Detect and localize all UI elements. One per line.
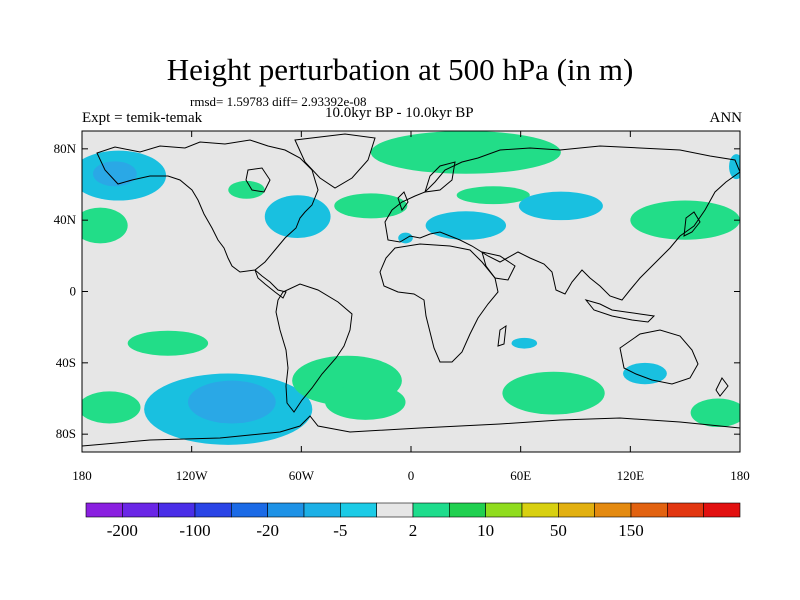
contour-region xyxy=(264,195,331,239)
y-tick-label: 0 xyxy=(70,284,77,299)
colorbar-swatch xyxy=(485,502,523,518)
y-tick-label: 40S xyxy=(56,355,76,370)
contour-region xyxy=(630,200,740,240)
contour-region xyxy=(127,330,209,356)
coastline-antarctica xyxy=(82,415,740,447)
coastline-arabia xyxy=(481,251,516,281)
colorbar-label: 150 xyxy=(618,521,644,540)
colorbar-label: 2 xyxy=(409,521,418,540)
contour-region xyxy=(334,193,408,219)
contour-region xyxy=(228,180,265,199)
contour-region xyxy=(188,380,276,424)
x-tick-label: 120W xyxy=(176,468,209,483)
contour-region xyxy=(82,207,128,244)
colorbar: -200 -100 -20 -5 2 10 50 150 xyxy=(85,502,741,540)
contour-region xyxy=(92,161,137,187)
coastline-britain xyxy=(397,191,409,212)
coastlines xyxy=(82,133,740,447)
x-tick-label: 60W xyxy=(289,468,315,483)
x-tick-label: 180 xyxy=(72,468,92,483)
y-tick-label: 80S xyxy=(56,426,76,441)
colorbar-label: 50 xyxy=(550,521,567,540)
colorbar-swatch xyxy=(703,502,741,518)
contour-region xyxy=(370,131,561,174)
contour-region xyxy=(623,362,667,385)
colorbar-swatch xyxy=(122,502,159,518)
coastline-australia xyxy=(619,329,699,385)
coastline-south-america xyxy=(275,283,353,413)
contour-region xyxy=(456,186,530,205)
contour-region xyxy=(511,337,538,349)
x-tick-label: 0 xyxy=(408,468,415,483)
period-label: 10.0kyr BP - 10.0kyr BP xyxy=(325,105,474,121)
colorbar-swatch xyxy=(667,502,704,518)
season-label: ANN xyxy=(709,110,743,126)
coastline-greenland xyxy=(294,133,376,189)
coastline-madagascar xyxy=(497,324,507,347)
colorbar-swatch xyxy=(340,502,377,518)
map-title: Height perturbation at 500 hPa (in m) xyxy=(166,52,634,87)
colorbar-label: -5 xyxy=(333,521,347,540)
coastline-africa xyxy=(379,243,499,363)
y-tick-label: 40N xyxy=(54,212,77,227)
colorbar-swatch xyxy=(630,502,668,518)
contour-region xyxy=(518,191,603,221)
colorbar-swatch xyxy=(376,502,414,518)
colorbar-swatch xyxy=(412,502,450,518)
experiment-label: Expt = temik-temak xyxy=(82,110,203,126)
colorbar-swatch xyxy=(158,502,196,518)
colorbar-swatch xyxy=(85,502,123,518)
colorbar-swatch xyxy=(194,502,232,518)
colorbar-swatch xyxy=(303,502,341,518)
x-tick-label: 120E xyxy=(617,468,645,483)
statistics-label: rmsd= 1.59783 diff= 2.93392e-08 xyxy=(190,94,367,109)
contour-fills xyxy=(82,131,740,445)
contour-region xyxy=(690,398,740,428)
coastline-indonesia xyxy=(584,299,656,323)
contour-region xyxy=(502,371,605,415)
colorbar-label: -100 xyxy=(179,521,210,540)
colorbar-label: 10 xyxy=(477,521,494,540)
contour-region xyxy=(729,154,740,180)
contour-region xyxy=(82,391,141,424)
coastline-central-america xyxy=(254,269,287,299)
coastline-eurasia xyxy=(384,145,740,301)
contour-region xyxy=(325,384,406,420)
coastline-scandinavia xyxy=(424,161,456,193)
contour-region xyxy=(425,211,507,240)
colorbar-swatch xyxy=(449,502,486,518)
colorbar-swatch xyxy=(267,502,305,518)
coastline-japan xyxy=(683,211,701,237)
colorbar-label: -20 xyxy=(256,521,279,540)
x-tick-label: 180 xyxy=(730,468,750,483)
y-tick-label: 80N xyxy=(54,141,77,156)
x-tick-label: 60E xyxy=(510,468,531,483)
coastline-new-zealand xyxy=(715,377,729,397)
coastline-hudson-bay xyxy=(245,167,271,193)
colorbar-swatch xyxy=(521,502,559,518)
coastline-north-america xyxy=(96,139,319,273)
colorbar-label: -200 xyxy=(107,521,138,540)
colorbar-swatch xyxy=(594,502,632,518)
colorbar-swatch xyxy=(231,502,268,518)
colorbar-swatch xyxy=(558,502,595,518)
map-axes: 80N 40N 0 40S 80S 180 120W 60W 0 60E 120E 180 xyxy=(54,131,750,483)
